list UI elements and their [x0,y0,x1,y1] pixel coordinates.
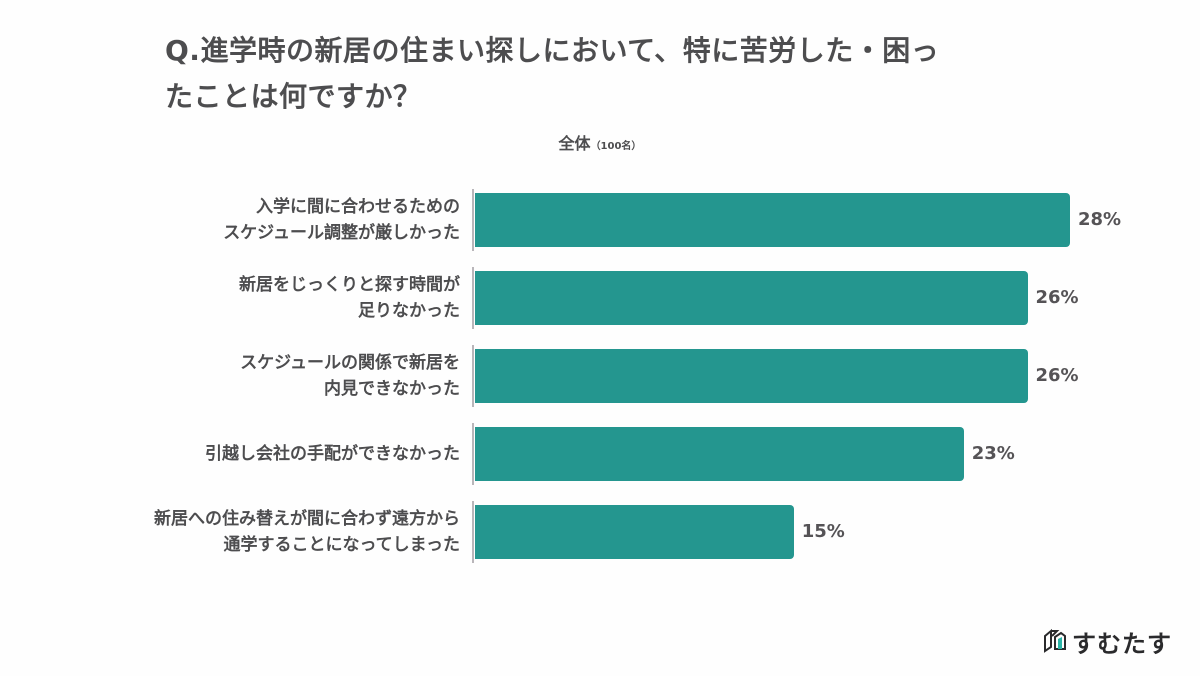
chart-subtitle: 全体（100名） [0,130,1200,154]
label-line: 入学に間に合わせるための [256,197,460,217]
category-label: 新居をじっくりと探す時間が 足りなかった [239,271,460,325]
brand-logo: すむたす [1042,624,1172,659]
bar [475,271,1028,325]
bar-row: スケジュールの関係で新居を 内見できなかった 26% [0,345,1200,407]
bar [475,193,1070,247]
label-line: 内見できなかった [324,379,460,399]
house-cube-logo-icon [1042,627,1068,657]
label-line: 新居への住み替えが間に合わず遠方から [154,509,460,529]
brand-name: すむたす [1072,630,1172,658]
axis-segment [472,189,474,251]
axis-segment [472,423,474,485]
value-label: 28% [1078,209,1122,230]
bar [475,427,964,481]
axis-segment [472,345,474,407]
chart-title: Q.進学時の新居の住まい探しにおいて、特に苦労した・困っ たことは何ですか？ [165,28,1065,120]
subtitle-group: 全体 [558,134,591,153]
axis-segment [472,267,474,329]
bar-row: 入学に間に合わせるための スケジュール調整が厳しかった 28% [0,189,1200,251]
axis-segment [472,501,474,563]
category-label: 入学に間に合わせるための スケジュール調整が厳しかった [223,193,460,247]
category-label: 新居への住み替えが間に合わず遠方から 通学することになってしまった [154,505,460,559]
label-line: 通学することになってしまった [223,535,460,555]
bar-row: 引越し会社の手配ができなかった 23% [0,423,1200,485]
label-line: 新居をじっくりと探す時間が [239,275,460,295]
bar-row: 新居をじっくりと探す時間が 足りなかった 26% [0,267,1200,329]
label-line: 足りなかった [358,301,460,321]
value-label: 15% [801,521,845,542]
category-label: スケジュールの関係で新居を 内見できなかった [240,349,460,403]
value-label: 23% [971,443,1015,464]
label-line: スケジュールの関係で新居を [240,353,460,373]
value-label: 26% [1035,365,1079,386]
subtitle-sample-size: （100名） [590,141,642,152]
category-label: 引越し会社の手配ができなかった [205,427,460,481]
label-line: 引越し会社の手配ができなかった [205,444,460,464]
bar [475,349,1028,403]
value-label: 26% [1035,287,1079,308]
label-line: スケジュール調整が厳しかった [223,223,460,243]
bar [475,505,794,559]
title-line-2: たことは何ですか？ [165,80,422,113]
bar-row: 新居への住み替えが間に合わず遠方から 通学することになってしまった 15% [0,501,1200,563]
title-line-1: Q.進学時の新居の住まい探しにおいて、特に苦労した・困っ [165,34,940,67]
